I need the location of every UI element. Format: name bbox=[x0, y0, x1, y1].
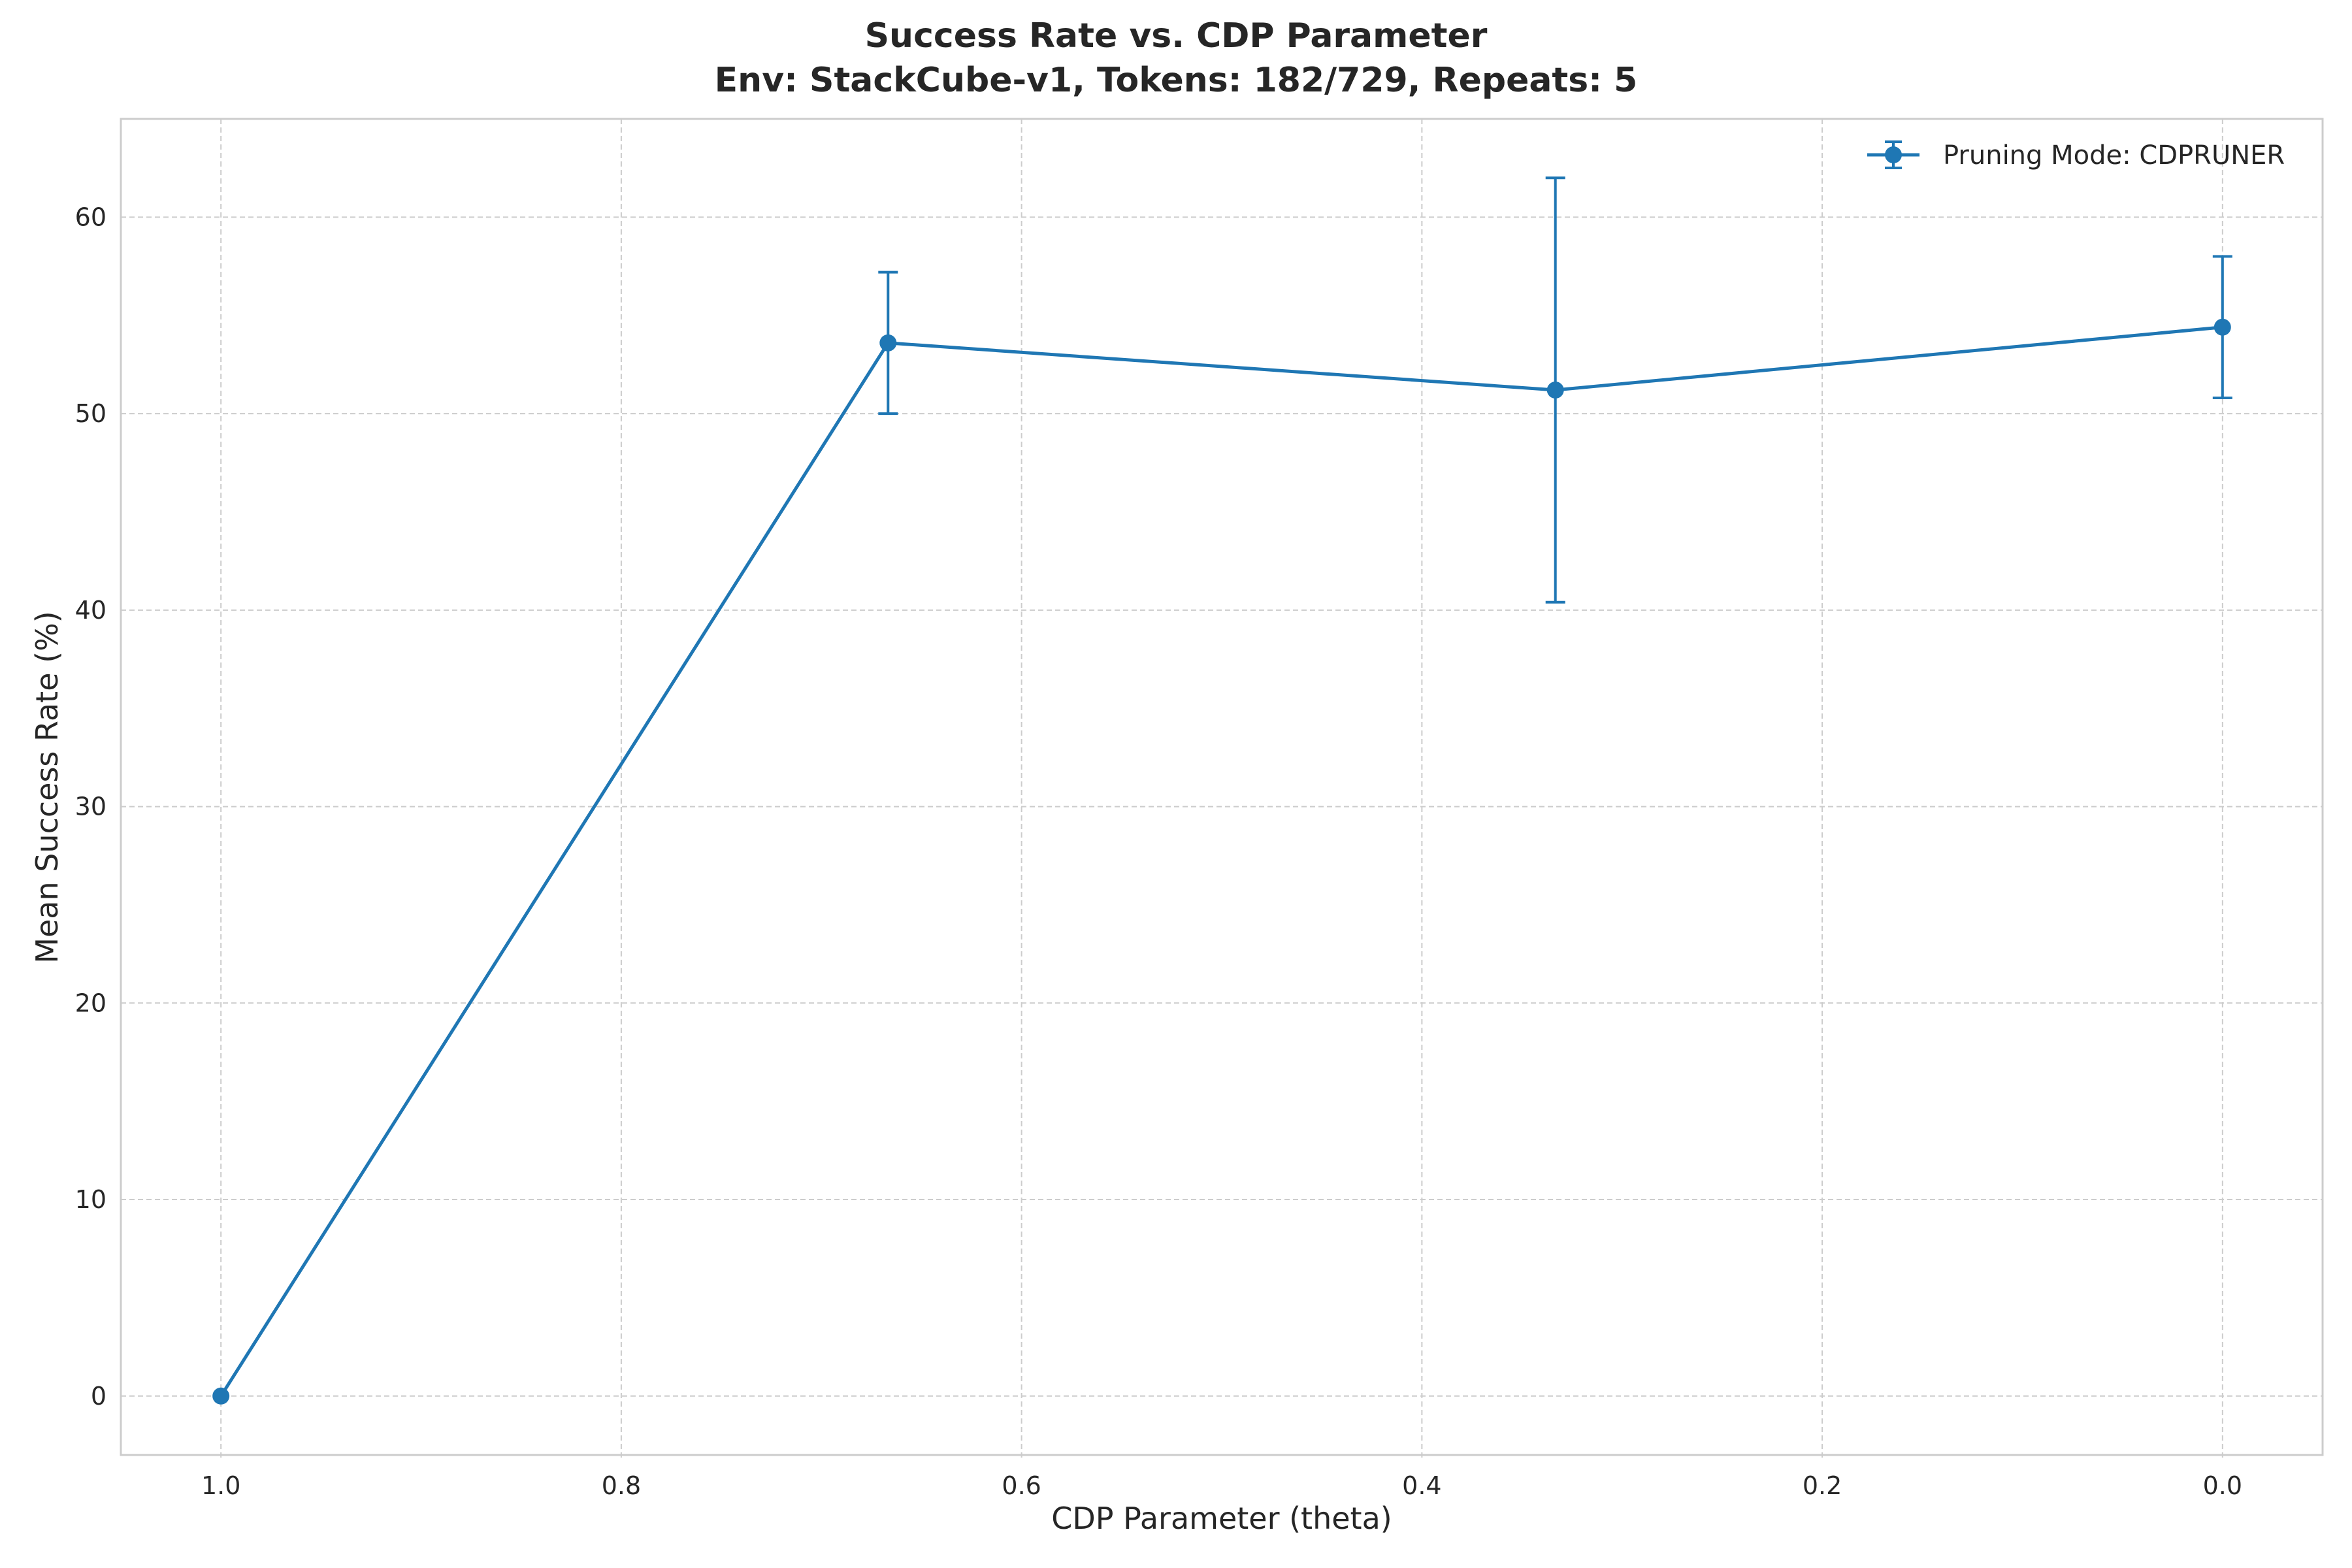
x-tick-label: 0.6 bbox=[1002, 1471, 1041, 1500]
data-point bbox=[2213, 318, 2231, 336]
x-tick-label: 0.8 bbox=[602, 1471, 641, 1500]
x-tick-label: 0.4 bbox=[1402, 1471, 1441, 1500]
data-point bbox=[212, 1387, 230, 1405]
y-tick-label: 10 bbox=[75, 1185, 106, 1214]
y-tick-label: 50 bbox=[75, 399, 106, 428]
series-line bbox=[220, 325, 2223, 1397]
legend-label: Pruning Mode: CDPRUNER bbox=[1943, 140, 2285, 171]
legend-marker bbox=[1885, 146, 1902, 163]
y-tick-label: 20 bbox=[75, 988, 106, 1017]
x-tick-label: 1.0 bbox=[201, 1471, 240, 1500]
x-tick-label: 0.2 bbox=[1803, 1471, 1842, 1500]
data-point bbox=[1546, 382, 1564, 399]
chart-subtitle: Env: StackCube-v1, Tokens: 182/729, Repe… bbox=[715, 61, 1638, 100]
y-axis-label: Mean Success Rate (%) bbox=[29, 611, 65, 963]
data-point bbox=[879, 334, 897, 351]
x-tick-label: 0.0 bbox=[2203, 1471, 2242, 1500]
gridlines bbox=[121, 119, 2323, 1455]
y-tick-label: 30 bbox=[75, 792, 106, 821]
chart-title: Success Rate vs. CDP Parameter bbox=[865, 16, 1488, 56]
y-tick-label: 60 bbox=[75, 203, 106, 231]
y-tick-label: 40 bbox=[75, 596, 106, 625]
y-tick-label: 0 bbox=[91, 1382, 106, 1411]
legend: Pruning Mode: CDPRUNER bbox=[1867, 140, 2285, 171]
plot-frame bbox=[120, 118, 2324, 1456]
series-layer bbox=[212, 176, 2232, 1405]
y-axis-ticks: 0 10 20 30 40 50 60 bbox=[75, 203, 106, 1410]
x-axis-label: CDP Parameter (theta) bbox=[1051, 1501, 1392, 1536]
x-axis-ticks: 1.0 0.8 0.6 0.4 0.2 0.0 bbox=[201, 1455, 2242, 1500]
